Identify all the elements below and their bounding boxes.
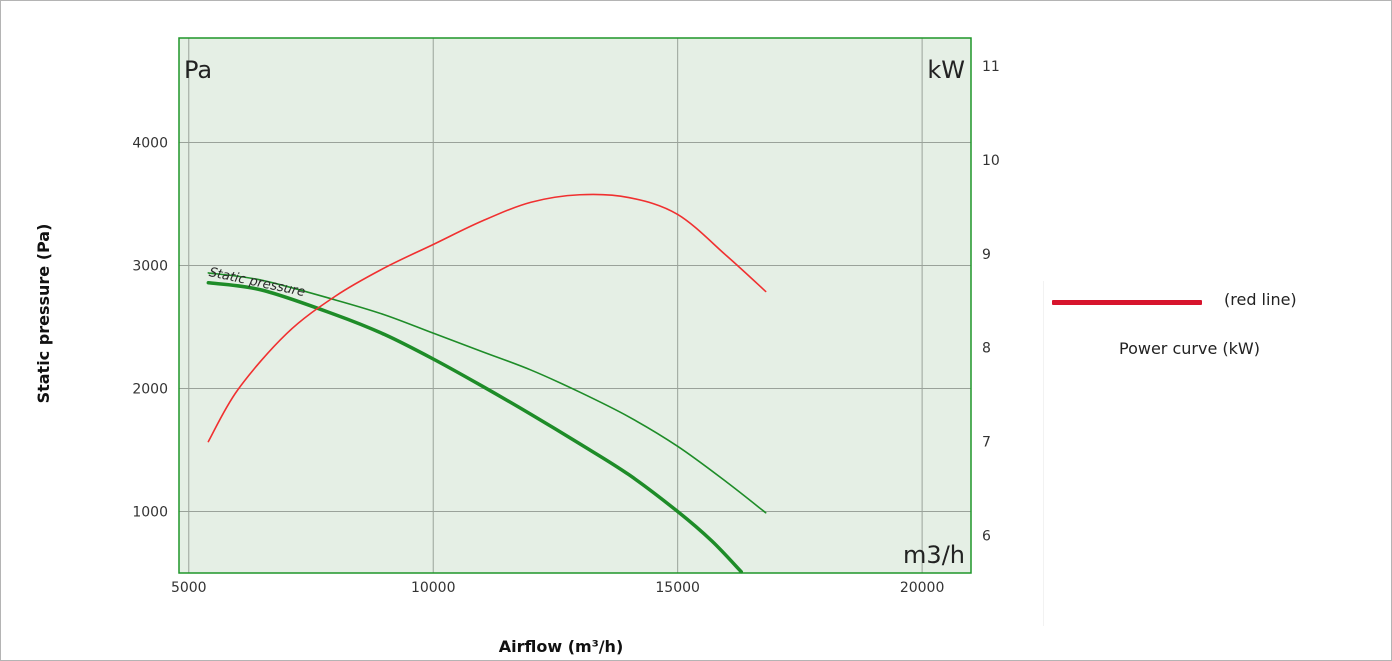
x-tick-5000: 5000 (171, 580, 207, 596)
x-tick-20000: 20000 (900, 580, 945, 596)
y-left-tick-1000: 1000 (132, 505, 168, 521)
x-tick-15000: 15000 (655, 580, 700, 596)
tick-labels: 5000 10000 15000 20000 1000 2000 3000 4000 6 7 8 9 1… (132, 59, 999, 596)
legend-series-label: Power curve (kW) (1119, 339, 1260, 358)
y-left-tick-3000: 3000 (132, 259, 168, 275)
series-line-0 (206, 280, 743, 574)
left-unit-label: Pa (184, 56, 212, 84)
y-axis-title: Static pressure (Pa) (34, 224, 53, 404)
legend-swatch-label: (red line) (1224, 290, 1297, 309)
y-right-tick-9: 9 (982, 247, 991, 263)
plot-border (178, 37, 972, 574)
legend: (red line) Power curve (kW) (1043, 281, 1324, 626)
y-right-tick-8: 8 (982, 341, 991, 357)
grid (179, 38, 971, 573)
series-line-2 (207, 193, 767, 443)
x-tick-10000: 10000 (411, 580, 456, 596)
plot-area (179, 38, 971, 573)
y-left-tick-2000: 2000 (132, 382, 168, 398)
x-axis-title: Airflow (m³/h) (499, 637, 624, 656)
y-right-tick-6: 6 (982, 528, 991, 544)
x-unit-label: m3/h (903, 541, 965, 569)
y-right-tick-11: 11 (982, 59, 1000, 75)
right-unit-label: kW (927, 56, 965, 84)
y-right-tick-7: 7 (982, 435, 991, 451)
series (206, 193, 767, 574)
y-left-tick-4000: 4000 (132, 136, 168, 152)
y-right-tick-10: 10 (982, 153, 1000, 169)
legend-swatch-red-line (1052, 300, 1202, 305)
series-line-1 (207, 272, 767, 514)
